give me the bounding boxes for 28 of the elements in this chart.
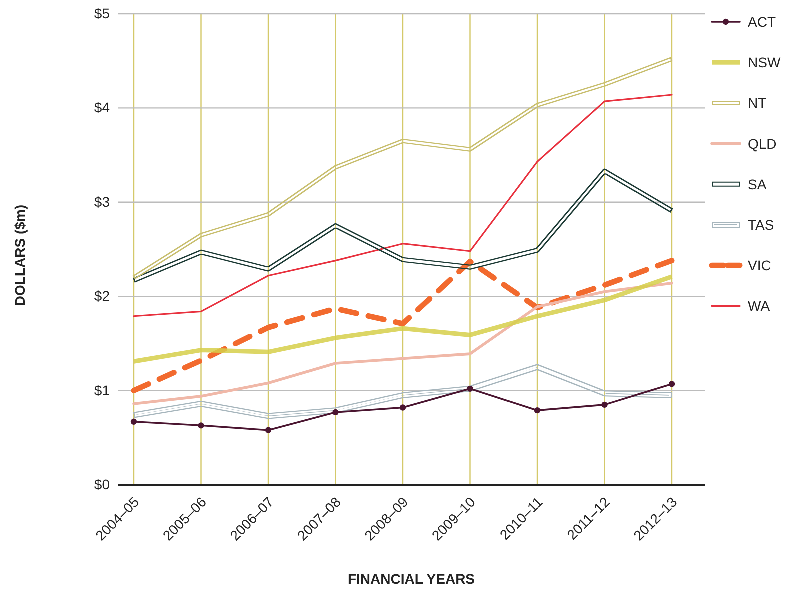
y-tick-label: $4 — [94, 100, 110, 116]
point — [198, 422, 204, 429]
y-tick-label: $1 — [94, 382, 110, 398]
point — [332, 409, 339, 416]
y-tick-label: $0 — [94, 476, 110, 492]
point — [467, 386, 474, 392]
y-tick-label: $3 — [94, 194, 110, 210]
line-series — [132, 282, 674, 406]
point — [130, 418, 138, 425]
point — [602, 402, 608, 408]
point — [668, 381, 676, 388]
point — [400, 404, 406, 411]
y-axis-title: DOLLARS ($m) — [12, 204, 28, 306]
y-tick-label: $2 — [94, 288, 110, 304]
legend-label: ACT — [748, 14, 776, 30]
legend-label: SA — [748, 176, 768, 192]
legend-label: QLD — [748, 136, 777, 152]
line-series — [133, 94, 673, 318]
legend-label: WA — [748, 298, 771, 314]
x-axis-title: FINANCIAL YEARS — [348, 571, 476, 587]
y-tick-label: $5 — [94, 5, 110, 22]
legend-label: VIC — [748, 258, 772, 274]
legend-label: NSW — [748, 54, 782, 71]
point — [534, 408, 541, 414]
legend-label: TAS — [748, 217, 774, 233]
legend-label: NT — [748, 95, 768, 112]
line-series — [132, 274, 674, 364]
point — [265, 427, 272, 434]
